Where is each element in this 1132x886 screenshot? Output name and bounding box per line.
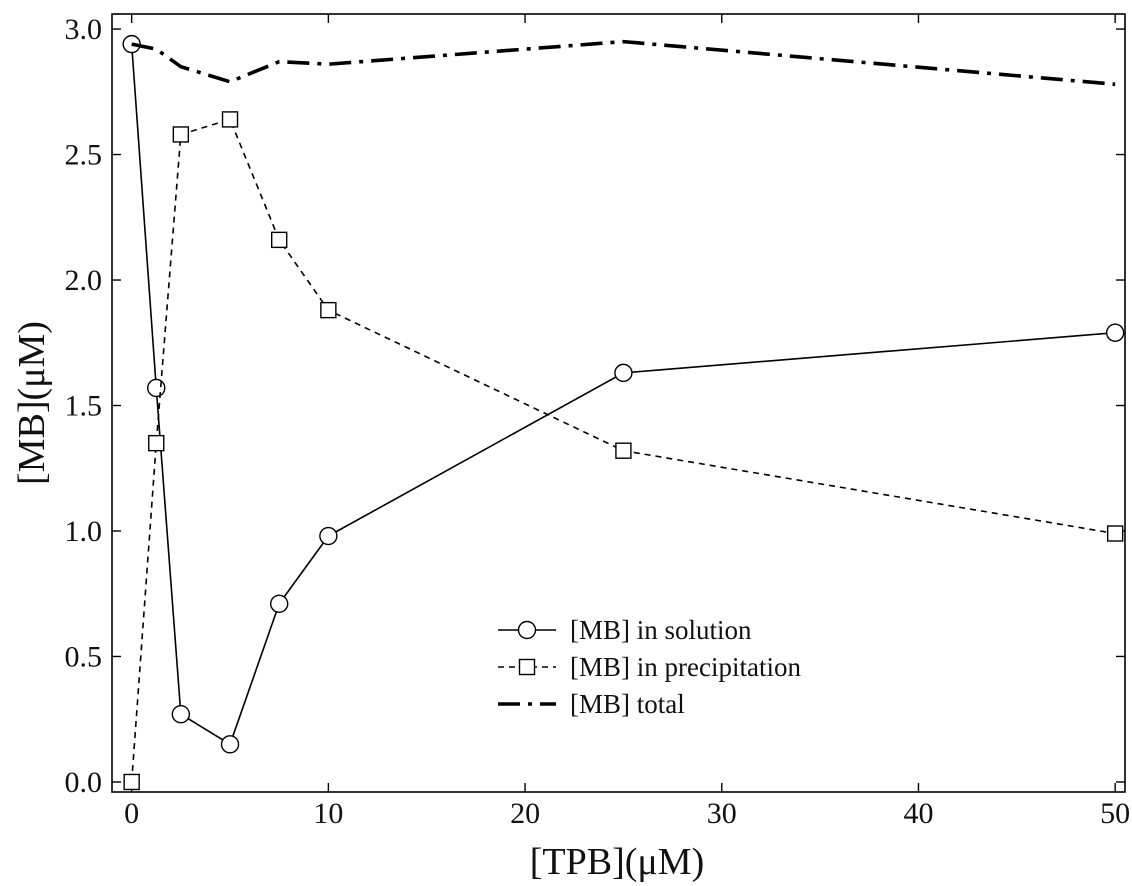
y-tick-label: 1.5 bbox=[65, 390, 103, 423]
legend-item: [MB] total bbox=[498, 689, 685, 719]
y-tick-label: 0.5 bbox=[65, 640, 103, 673]
x-tick-label: 10 bbox=[313, 797, 343, 830]
legend-marker bbox=[518, 658, 536, 676]
data-point bbox=[270, 231, 288, 249]
plot-frame bbox=[111, 13, 1126, 793]
y-axis-title: [MB](μM) bbox=[11, 321, 53, 485]
axes: 0 10 20 30 40 50 0.0 0.5 1.0 1.5 2.0 2.5 3.0 bbox=[65, 13, 1131, 830]
x-tick-label: 50 bbox=[1100, 797, 1130, 830]
legend-marker bbox=[517, 620, 537, 640]
legend: [MB] in solution [MB] in precipitation [MB… bbox=[498, 615, 801, 719]
legend-label: [MB] in solution bbox=[570, 615, 752, 645]
x-tick-label: 20 bbox=[510, 797, 540, 830]
series-line bbox=[130, 118, 1116, 783]
data-point bbox=[171, 705, 191, 724]
data-point bbox=[269, 594, 289, 613]
legend-label: [MB] total bbox=[570, 689, 685, 719]
series-3 bbox=[131, 39, 1116, 87]
y-tick-label: 0.0 bbox=[65, 766, 103, 799]
y-tick-label: 1.0 bbox=[65, 515, 103, 548]
series-line bbox=[131, 39, 1116, 87]
data-point bbox=[147, 378, 166, 398]
data-point bbox=[221, 111, 239, 128]
y-tick-label: 3.0 bbox=[65, 13, 103, 46]
data-point bbox=[1106, 525, 1124, 542]
x-axis-title: [TPB](μM) bbox=[530, 841, 704, 883]
series-layer bbox=[122, 34, 1125, 791]
series-2 bbox=[123, 111, 1124, 791]
y-tick-label: 2.5 bbox=[65, 139, 103, 172]
data-point bbox=[220, 735, 240, 754]
legend-item: [MB] in precipitation bbox=[498, 652, 801, 682]
data-point bbox=[319, 526, 338, 546]
x-tick-label: 40 bbox=[903, 797, 933, 830]
data-point bbox=[123, 773, 140, 791]
data-point bbox=[320, 301, 337, 319]
x-tick-label: 0 bbox=[124, 797, 139, 830]
y-tick-label: 2.0 bbox=[65, 264, 103, 297]
data-point bbox=[615, 442, 632, 459]
data-point bbox=[1105, 323, 1125, 342]
legend-label: [MB] in precipitation bbox=[570, 652, 801, 682]
data-point bbox=[614, 363, 633, 383]
data-point bbox=[172, 126, 190, 143]
legend-item: [MB] in solution bbox=[498, 615, 752, 645]
data-point bbox=[148, 434, 165, 452]
x-tick-label: 30 bbox=[707, 797, 737, 830]
